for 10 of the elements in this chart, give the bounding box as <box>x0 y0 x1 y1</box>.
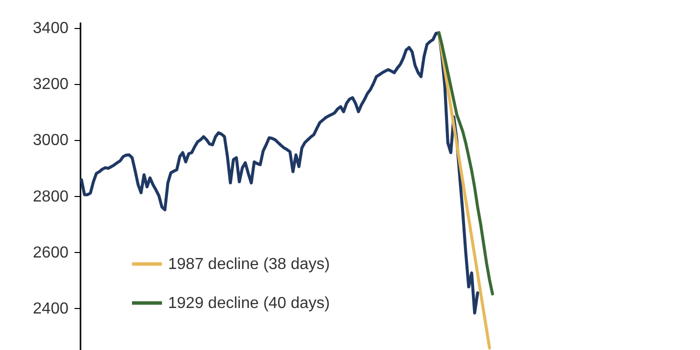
line-series <box>80 31 480 314</box>
y-tick-label: 2800 <box>32 188 69 206</box>
legend-label: 1929 decline (40 days) <box>168 295 330 312</box>
legend-label: 1987 decline (38 days) <box>168 256 330 273</box>
y-tick-label: 3000 <box>32 132 69 150</box>
line-series <box>437 31 494 296</box>
y-tick-label: 3200 <box>32 76 69 94</box>
y-tick-label: 2400 <box>32 300 69 318</box>
y-tick-label: 2600 <box>32 244 69 262</box>
y-tick-label: 3400 <box>32 20 69 38</box>
